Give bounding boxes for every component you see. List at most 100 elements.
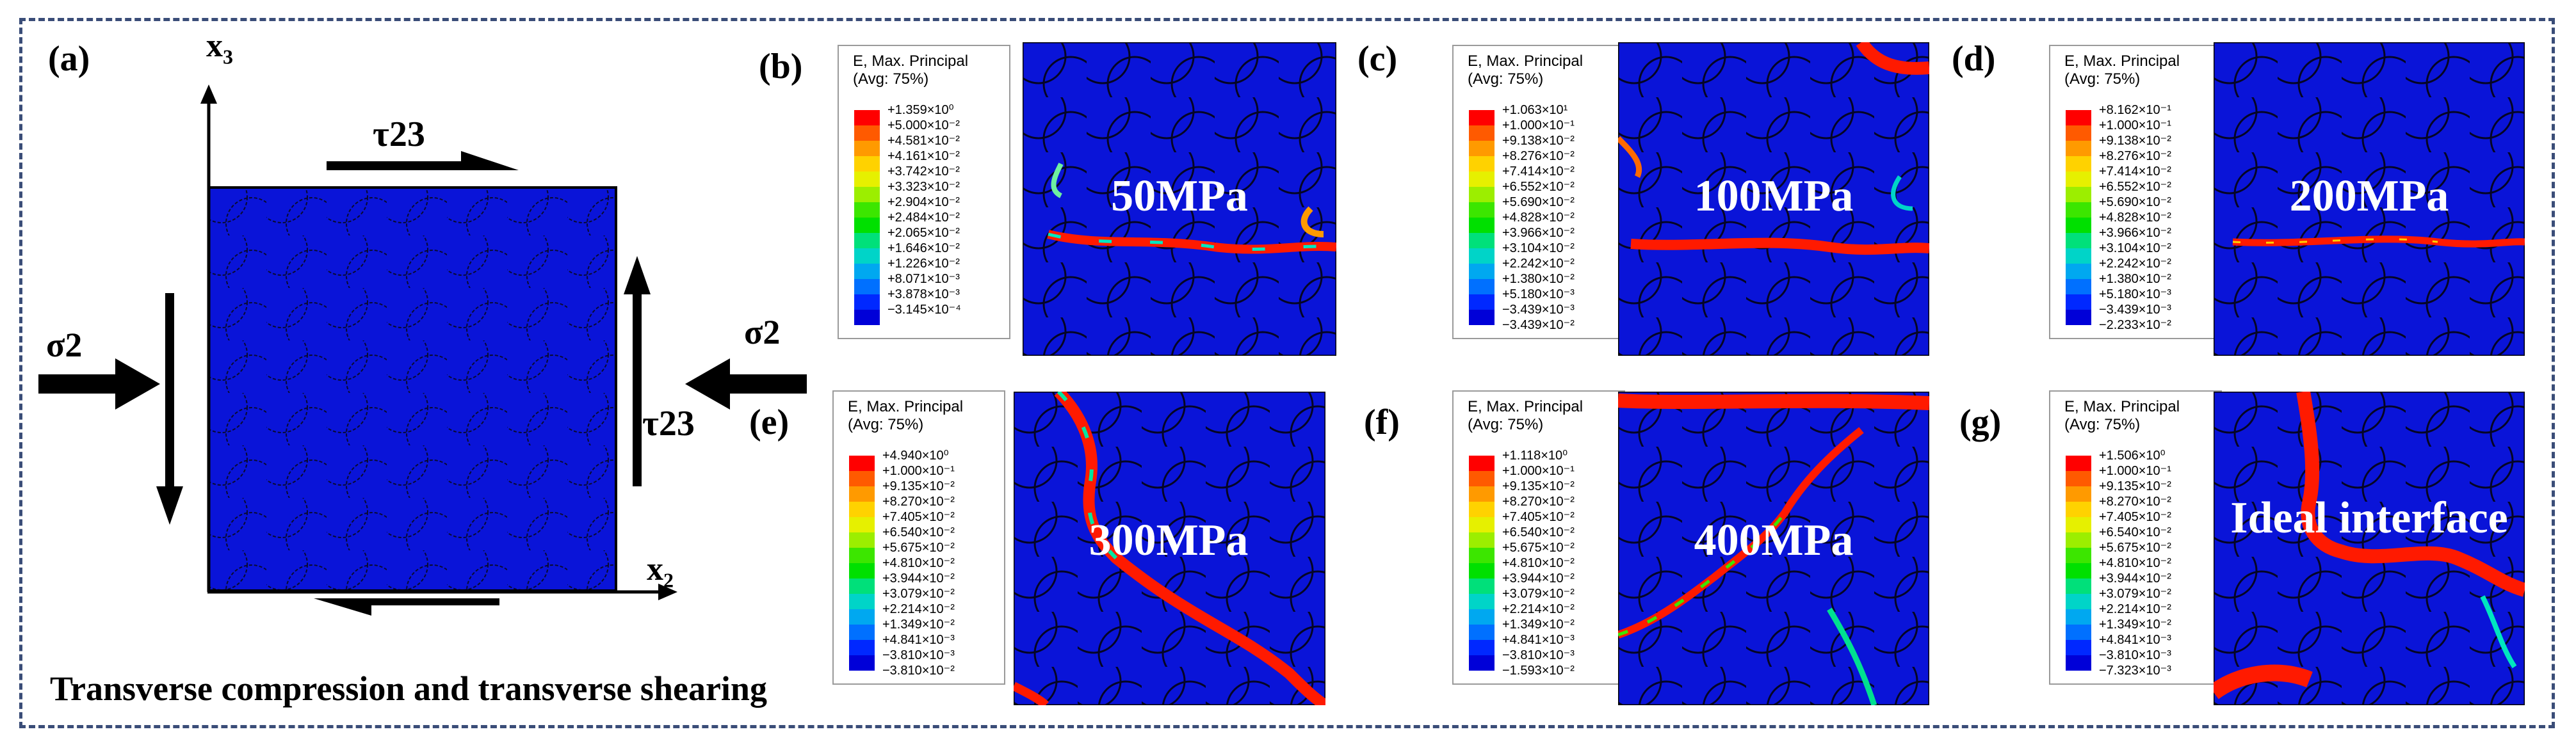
legend-value: +1.349×10⁻² <box>2099 618 2171 632</box>
legend-value: +1.000×10⁻¹ <box>2099 464 2171 478</box>
legend-value: +2.214×10⁻² <box>2099 602 2171 616</box>
colorbar-segment <box>2066 548 2091 563</box>
legend-value: +8.276×10⁻² <box>2099 149 2171 163</box>
legend-value: −3.145×10⁻⁴ <box>887 303 961 317</box>
legend-value: +9.138×10⁻² <box>1502 134 1575 148</box>
colorbar-segment <box>2066 563 2091 578</box>
legend-title: E, Max. Principal <box>853 52 969 70</box>
colorbar-segment <box>849 548 875 563</box>
legend-value: +3.104×10⁻² <box>1502 241 1575 255</box>
legend-values: +1.118×10⁰ +1.000×10⁻¹ +9.135×10⁻² +8.270×1… <box>1502 445 1575 678</box>
legend-subtitle: (Avg: 75%) <box>1468 70 1544 88</box>
legend-value: −2.233×10⁻² <box>2099 318 2171 332</box>
colorbar-segment <box>1469 202 1495 218</box>
legend-colorbar <box>2066 456 2091 671</box>
legend-value: +1.359×10⁰ <box>887 103 954 117</box>
panel-b-pressure: 50MPa <box>1111 172 1248 221</box>
shear-right-label: τ23 <box>642 404 695 443</box>
legend-value: +2.214×10⁻² <box>1502 602 1575 616</box>
panel-e-contour <box>1014 392 1325 705</box>
legend-values: +8.162×10⁻¹ +1.000×10⁻¹ +9.138×10⁻² +8.276×… <box>2099 100 2171 332</box>
legend-value: +8.270×10⁻² <box>1502 495 1575 509</box>
colorbar-segment <box>2066 517 2091 532</box>
panel-d-pressure: 200MPa <box>2289 172 2449 221</box>
panel-c-pressure: 100MPa <box>1694 172 1854 221</box>
colorbar-segment <box>2066 502 2091 517</box>
colorbar-segment <box>854 279 880 294</box>
legend-value: +5.180×10⁻³ <box>1502 287 1575 301</box>
colorbar-segment <box>1469 294 1495 310</box>
colorbar-segment <box>849 594 875 609</box>
legend-value: +9.135×10⁻² <box>2099 479 2171 493</box>
legend-value: +6.552×10⁻² <box>2099 180 2171 194</box>
colorbar-segment <box>2066 532 2091 548</box>
legend-value: +7.414×10⁻² <box>1502 164 1575 179</box>
legend-value: +7.405×10⁻² <box>2099 510 2171 524</box>
colorbar-segment <box>854 233 880 248</box>
legend-value: +3.104×10⁻² <box>2099 241 2171 255</box>
colorbar-segment <box>1469 578 1495 594</box>
colorbar-segment <box>849 609 875 625</box>
colorbar-segment <box>2066 609 2091 625</box>
axis-x2-arrow-icon <box>658 584 677 600</box>
colorbar-segment <box>849 517 875 532</box>
legend-subtitle: (Avg: 75%) <box>2064 416 2141 433</box>
colorbar-segment <box>2066 233 2091 248</box>
legend-value: +6.540×10⁻² <box>882 525 955 539</box>
colorbar-segment <box>849 502 875 517</box>
legend-value: +4.841×10⁻³ <box>1502 633 1575 647</box>
legend-value: +8.270×10⁻² <box>882 495 955 509</box>
legend-value: +3.742×10⁻² <box>887 164 960 179</box>
legend-values: +1.506×10⁰ +1.000×10⁻¹ +9.135×10⁻² +8.270×1… <box>2099 445 2171 678</box>
legend-value: +1.000×10⁻¹ <box>1502 464 1575 478</box>
colorbar-segment <box>2066 110 2091 125</box>
colorbar-segment <box>2066 294 2091 310</box>
legend-value: +1.349×10⁻² <box>882 618 955 632</box>
colorbar-segment <box>1469 594 1495 609</box>
colorbar-segment <box>2066 125 2091 141</box>
colorbar-segment <box>1469 248 1495 264</box>
legend-value: +1.226×10⁻² <box>887 257 960 271</box>
legend-value: +4.810×10⁻² <box>2099 556 2171 570</box>
panel-f-legend: E, Max. Principal (Avg: 75%) +1.118×10⁰ +… <box>1452 390 1625 685</box>
colorbar-segment <box>2066 640 2091 655</box>
colorbar-segment <box>1469 233 1495 248</box>
legend-value: +3.079×10⁻² <box>1502 587 1575 601</box>
axis-x2-label: x2 <box>647 551 674 592</box>
legend-title: E, Max. Principal <box>2064 398 2180 415</box>
legend-value: +5.675×10⁻² <box>882 541 955 555</box>
sigma-right-label: σ2 <box>744 313 781 351</box>
legend-value: +3.944×10⁻² <box>2099 571 2171 586</box>
colorbar-segment <box>854 218 880 233</box>
colorbar-segment <box>2066 218 2091 233</box>
colorbar-segment <box>1469 471 1495 486</box>
legend-value: +1.000×10⁻¹ <box>882 464 955 478</box>
legend-value: +9.138×10⁻² <box>2099 134 2171 148</box>
colorbar-segment <box>2066 578 2091 594</box>
legend-value: +4.810×10⁻² <box>1502 556 1575 570</box>
legend-value: +3.079×10⁻² <box>882 587 955 601</box>
colorbar-segment <box>2066 141 2091 156</box>
legend-values: +1.359×10⁰ +5.000×10⁻² +4.581×10⁻² +4.161×1… <box>887 100 961 317</box>
colorbar-segment <box>1469 609 1495 625</box>
compression-left-arrow-icon <box>38 358 160 410</box>
colorbar-segment <box>2066 187 2091 202</box>
panel-c-contour <box>1618 42 1929 356</box>
colorbar-segment <box>854 141 880 156</box>
legend-value: +3.878×10⁻³ <box>887 287 960 301</box>
legend-value: −3.810×10⁻³ <box>1502 648 1575 662</box>
legend-value: +1.349×10⁻² <box>1502 618 1575 632</box>
colorbar-segment <box>1469 187 1495 202</box>
colorbar-segment <box>1469 640 1495 655</box>
panel-g-label: (g) <box>1959 403 2002 442</box>
panel-d-contour <box>2214 42 2525 356</box>
colorbar-segment <box>2066 456 2091 471</box>
colorbar-segment <box>849 563 875 578</box>
legend-value: +1.646×10⁻² <box>887 241 960 255</box>
colorbar-segment <box>2066 486 2091 502</box>
colorbar-segment <box>1469 502 1495 517</box>
legend-value: +4.810×10⁻² <box>882 556 955 570</box>
legend-subtitle: (Avg: 75%) <box>848 416 924 433</box>
axis-x2-sub: 2 <box>663 568 674 592</box>
colorbar-segment <box>849 532 875 548</box>
